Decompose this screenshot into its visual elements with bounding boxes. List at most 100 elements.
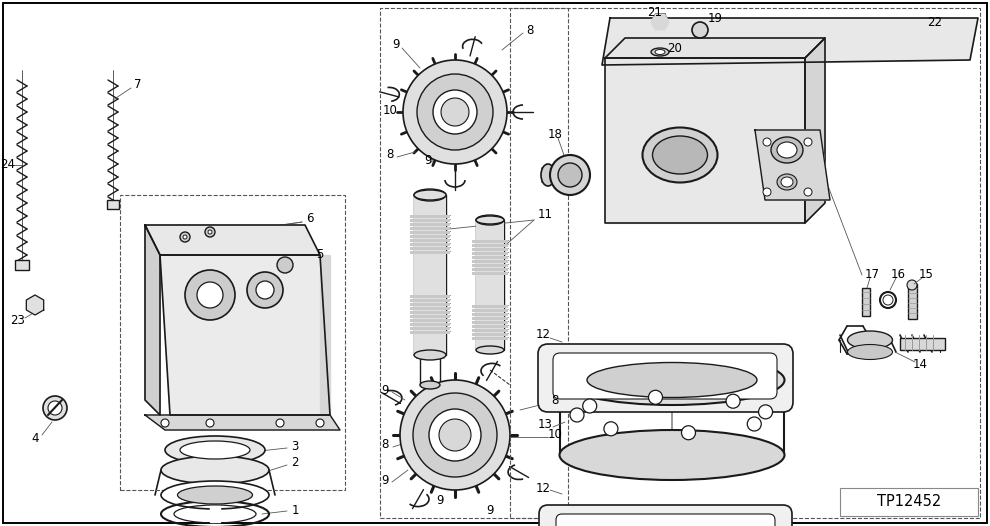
Ellipse shape	[559, 355, 784, 405]
Ellipse shape	[587, 362, 757, 398]
Ellipse shape	[414, 350, 446, 360]
FancyBboxPatch shape	[553, 353, 777, 399]
Text: 23: 23	[11, 313, 26, 327]
Ellipse shape	[414, 189, 446, 201]
Text: 24: 24	[1, 158, 16, 171]
Bar	[908, 284, 917, 319]
Ellipse shape	[161, 481, 269, 509]
Text: 9: 9	[381, 473, 389, 487]
Ellipse shape	[652, 136, 708, 174]
Circle shape	[277, 257, 293, 273]
Bar	[472, 321, 508, 324]
Circle shape	[48, 401, 62, 415]
Ellipse shape	[161, 456, 269, 484]
Ellipse shape	[651, 48, 669, 56]
Bar	[472, 248, 508, 251]
Text: 4: 4	[32, 431, 39, 444]
Ellipse shape	[643, 127, 718, 183]
Circle shape	[550, 155, 590, 195]
Bar	[410, 299, 450, 302]
Ellipse shape	[414, 190, 446, 200]
Bar	[862, 288, 870, 316]
Ellipse shape	[177, 486, 252, 504]
Circle shape	[648, 390, 662, 404]
Bar	[410, 235, 450, 238]
Circle shape	[583, 399, 597, 413]
Circle shape	[439, 419, 471, 451]
Circle shape	[400, 380, 510, 490]
Circle shape	[185, 270, 235, 320]
Bar	[410, 247, 450, 250]
Bar	[410, 215, 450, 218]
Polygon shape	[602, 18, 978, 65]
Bar	[476, 220, 504, 350]
Text: 9: 9	[381, 383, 389, 397]
Circle shape	[208, 230, 212, 234]
Polygon shape	[210, 506, 220, 522]
Circle shape	[804, 188, 812, 196]
Circle shape	[758, 405, 772, 419]
Bar	[472, 256, 508, 259]
Ellipse shape	[165, 436, 265, 464]
Text: 7: 7	[135, 78, 142, 92]
FancyBboxPatch shape	[539, 505, 792, 526]
Text: TP12452: TP12452	[877, 494, 941, 510]
Bar	[840, 488, 978, 516]
Circle shape	[604, 422, 618, 436]
Text: 6: 6	[306, 211, 314, 225]
Ellipse shape	[420, 381, 440, 389]
Circle shape	[441, 98, 469, 126]
Text: 10: 10	[547, 429, 562, 441]
Polygon shape	[27, 295, 44, 315]
Bar	[410, 231, 450, 234]
Bar	[15, 260, 29, 270]
Bar	[472, 268, 508, 271]
Bar	[472, 260, 508, 263]
Circle shape	[403, 60, 507, 164]
Circle shape	[197, 282, 223, 308]
Bar	[410, 303, 450, 306]
Ellipse shape	[655, 49, 665, 55]
Circle shape	[570, 408, 584, 422]
Text: 20: 20	[667, 42, 682, 55]
Bar	[410, 319, 450, 322]
Text: 8: 8	[386, 148, 394, 161]
Circle shape	[206, 419, 214, 427]
Polygon shape	[605, 58, 805, 223]
Circle shape	[417, 74, 493, 150]
Ellipse shape	[180, 441, 250, 459]
Text: 16: 16	[890, 268, 906, 281]
Text: 9: 9	[392, 38, 400, 52]
Text: 12: 12	[536, 329, 550, 341]
Text: 9: 9	[437, 493, 444, 507]
Polygon shape	[145, 225, 320, 255]
Bar	[472, 252, 508, 255]
Ellipse shape	[476, 216, 504, 224]
Bar	[472, 264, 508, 267]
Polygon shape	[160, 255, 330, 415]
Text: 1: 1	[291, 503, 299, 517]
Bar	[472, 313, 508, 316]
Circle shape	[30, 300, 40, 310]
Text: 9: 9	[425, 154, 432, 167]
Circle shape	[429, 409, 481, 461]
Bar	[410, 219, 450, 222]
Bar	[472, 317, 508, 320]
Text: 11: 11	[538, 208, 552, 221]
Text: 13: 13	[538, 419, 552, 431]
Bar	[120, 195, 345, 490]
Bar	[472, 272, 508, 275]
FancyBboxPatch shape	[556, 514, 775, 526]
Text: 21: 21	[647, 5, 662, 18]
Text: 22: 22	[928, 15, 942, 28]
Ellipse shape	[777, 142, 797, 158]
Text: 5: 5	[317, 248, 324, 261]
Polygon shape	[651, 14, 669, 30]
Polygon shape	[320, 255, 330, 415]
Bar	[472, 337, 508, 340]
Text: 17: 17	[864, 268, 879, 281]
Text: 8: 8	[527, 24, 534, 36]
Bar	[410, 307, 450, 310]
Ellipse shape	[883, 295, 893, 305]
Circle shape	[43, 396, 67, 420]
